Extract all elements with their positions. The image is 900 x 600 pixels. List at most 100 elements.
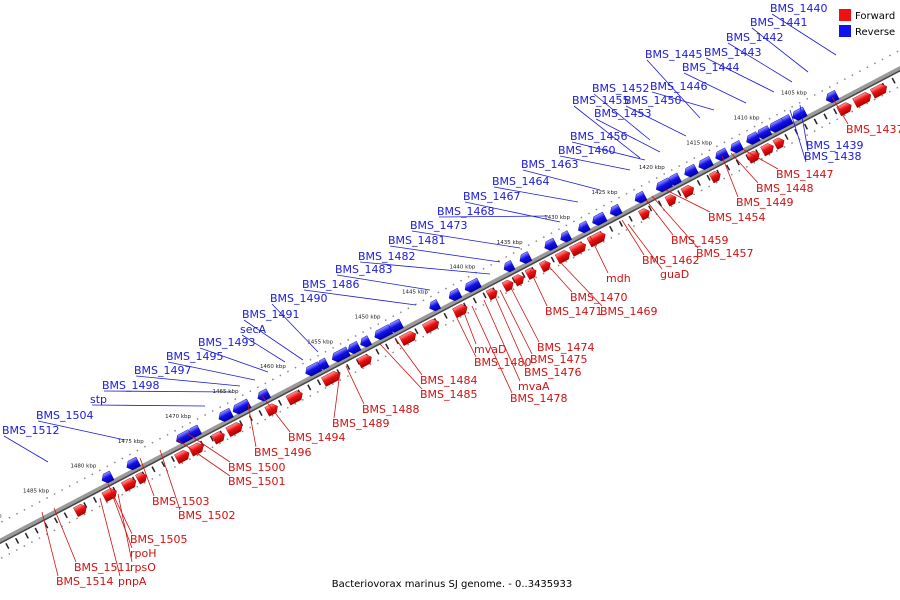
tick-mark xyxy=(316,379,322,386)
reverse-leader-line xyxy=(573,105,641,159)
forward-gene-block xyxy=(708,171,721,184)
forward-leader-line xyxy=(665,189,711,213)
reverse-gene-label: secA xyxy=(240,323,267,336)
tick-mark xyxy=(63,512,68,519)
reverse-gene-label: BMS_1467 xyxy=(463,190,521,203)
reverse-gene-block xyxy=(331,346,351,363)
kbp-tick-label: 1460 kbp xyxy=(260,364,286,370)
forward-gene-block xyxy=(554,250,571,265)
reverse-gene-block xyxy=(592,211,608,226)
reverse-leader-line xyxy=(571,141,646,161)
legend-forward-swatch xyxy=(839,9,851,21)
tick-mark xyxy=(170,456,175,463)
forward-gene-label: BMS_1475 xyxy=(530,353,588,366)
tick-mark xyxy=(92,496,98,503)
reverse-gene-label: BMS_1452 xyxy=(592,82,650,95)
forward-gene-label: BMS_1474 xyxy=(537,341,595,354)
kbp-tick-label: 1415 kbp xyxy=(686,140,712,146)
tick-mark xyxy=(394,338,399,345)
reverse-leader-line xyxy=(411,230,521,249)
forward-leader-line xyxy=(345,365,365,405)
kbp-tick-label: 1440 kbp xyxy=(449,265,475,271)
forward-gene-label: pnpA xyxy=(118,575,147,588)
tick-mark xyxy=(53,517,59,524)
forward-gene-label: BMS_1511 xyxy=(74,561,132,574)
forward-gene-block xyxy=(680,185,695,199)
reverse-leader-line xyxy=(625,105,687,137)
forward-leader-line xyxy=(53,507,77,563)
reverse-leader-line xyxy=(651,91,715,111)
reverse-gene-block xyxy=(257,388,272,402)
reverse-leader-line xyxy=(3,435,49,463)
tick-mark xyxy=(735,159,740,166)
reverse-gene-label: BMS_1493 xyxy=(198,336,256,349)
forward-gene-label: BMS_1478 xyxy=(510,392,568,405)
forward-leader-line xyxy=(730,152,759,184)
reverse-gene-label: BMS_1460 xyxy=(558,144,616,157)
reverse-gene-label: BMS_1498 xyxy=(102,379,160,392)
kbp-tick-label: 1465 kbp xyxy=(213,389,239,395)
kbp-tick-label: 1480 kbp xyxy=(70,464,96,470)
reverse-gene-block xyxy=(792,106,808,121)
forward-gene-label: BMS_1502 xyxy=(178,509,236,522)
reverse-gene-label: BMS_1453 xyxy=(594,107,652,120)
tick-mark xyxy=(618,220,623,227)
reverse-leader-line xyxy=(389,245,501,263)
reverse-gene-block xyxy=(448,287,463,302)
forward-leader-line xyxy=(462,309,477,345)
reverse-leader-line xyxy=(771,13,837,56)
forward-gene-label: BMS_1480 xyxy=(474,356,532,369)
label-leaders xyxy=(3,13,849,577)
tick-mark xyxy=(725,164,731,171)
reverse-gene-label: BMS_1491 xyxy=(242,308,300,321)
reverse-leader-line xyxy=(727,42,793,83)
reverse-gene-label: BMS_1456 xyxy=(570,130,628,143)
tick-mark xyxy=(443,312,448,319)
forward-gene-block xyxy=(638,208,650,221)
reverse-gene-label: BMS_1495 xyxy=(166,350,224,363)
forward-gene-label: BMS_1469 xyxy=(600,305,658,318)
tick-mark xyxy=(209,435,214,442)
reverse-gene-label: BMS_1473 xyxy=(410,219,468,232)
forward-gene-block xyxy=(225,422,243,438)
forward-leader-line xyxy=(627,223,663,270)
reverse-gene-label: stp xyxy=(90,393,107,406)
forward-leader-line xyxy=(117,493,133,563)
forward-leader-line xyxy=(333,371,341,419)
reverse-leader-line xyxy=(595,118,661,153)
reverse-leader-line xyxy=(705,57,775,93)
tick-mark xyxy=(151,466,156,473)
kbp-tick-label: 1405 kbp xyxy=(781,91,807,97)
forward-gene-label: rpoH xyxy=(130,547,157,560)
forward-gene-label: BMS_1462 xyxy=(642,254,700,267)
reverse-gene-label: BMS_1455 xyxy=(572,94,630,107)
reverse-gene-label: BMS_1444 xyxy=(682,61,740,74)
tick-mark xyxy=(472,297,477,304)
tick-mark xyxy=(648,205,653,212)
forward-gene-block xyxy=(501,279,514,292)
tick-mark xyxy=(803,123,809,130)
reverse-gene-label: BMS_1439 xyxy=(806,139,864,152)
reverse-gene-label: BMS_1438 xyxy=(804,150,862,163)
reverse-leader-line xyxy=(37,420,126,441)
forward-gene-label: BMS_1457 xyxy=(696,247,754,260)
forward-gene-label: mvaA xyxy=(518,380,550,393)
reverse-gene-block xyxy=(374,324,394,341)
forward-leader-line xyxy=(107,483,133,535)
reverse-leader-line xyxy=(135,375,241,387)
forward-gene-block xyxy=(101,488,117,503)
reverse-leader-line xyxy=(271,303,319,353)
forward-gene-label: BMS_1501 xyxy=(228,475,286,488)
reverse-leader-line xyxy=(559,155,631,171)
kbp-tick-label: 1425 kbp xyxy=(592,190,618,196)
reverse-gene-label: BMS_1481 xyxy=(388,234,446,247)
forward-gene-block xyxy=(211,431,225,445)
reverse-gene-label: BMS_1482 xyxy=(358,250,416,263)
kbp-tick-label: 1430 kbp xyxy=(544,215,570,221)
forward-gene-block xyxy=(174,449,190,464)
forward-gene-block xyxy=(772,137,785,150)
tick-mark xyxy=(346,363,351,370)
forward-gene-label: BMS_1437 xyxy=(846,123,900,136)
forward-gene-label: BMS_1494 xyxy=(288,431,346,444)
